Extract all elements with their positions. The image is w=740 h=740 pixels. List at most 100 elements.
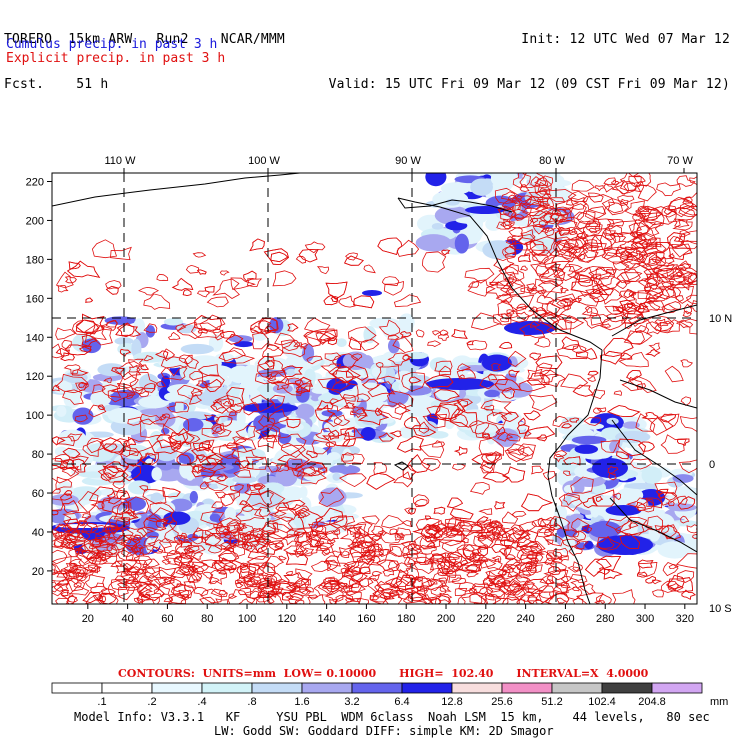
explicit-contour	[624, 200, 652, 218]
latitude-label: 0	[709, 459, 715, 471]
explicit-contour	[319, 542, 334, 555]
colorbar-label: 204.8	[638, 696, 666, 708]
explicit-contour	[460, 593, 487, 604]
explicit-contour	[402, 520, 413, 528]
explicit-contour	[678, 205, 697, 217]
explicit-contour	[645, 348, 661, 357]
explicit-contour	[84, 574, 106, 589]
explicit-contour	[488, 575, 506, 587]
explicit-contour	[542, 471, 556, 481]
y-tick-label: 140	[26, 332, 44, 344]
explicit-contour	[280, 339, 301, 352]
x-tick-label: 160	[357, 613, 375, 625]
explicit-contour	[572, 566, 581, 572]
explicit-contour	[409, 544, 421, 551]
explicit-contour	[332, 550, 343, 558]
explicit-contour	[192, 441, 211, 452]
border-east	[609, 497, 697, 553]
explicit-contour	[68, 531, 84, 541]
explicit-contour	[635, 184, 657, 202]
explicit-contour	[393, 471, 414, 488]
explicit-contour	[500, 191, 517, 201]
cumulus-cell	[622, 521, 638, 536]
explicit-contour	[331, 353, 359, 369]
explicit-contour	[185, 432, 201, 446]
explicit-contour	[190, 322, 224, 339]
explicit-contour	[439, 533, 463, 547]
explicit-contour	[278, 555, 287, 561]
explicit-contour	[195, 454, 206, 461]
explicit-contour	[501, 387, 516, 399]
explicit-contour	[318, 487, 345, 508]
explicit-contour	[188, 536, 204, 545]
explicit-contour	[529, 547, 543, 554]
explicit-contour	[350, 408, 368, 419]
explicit-contour	[637, 252, 658, 266]
x-tick-label: 40	[121, 613, 133, 625]
explicit-contour	[572, 384, 595, 397]
explicit-contour	[181, 566, 202, 584]
explicit-contour	[517, 446, 535, 457]
explicit-contour	[216, 415, 233, 427]
explicit-contour	[62, 499, 80, 514]
explicit-contour	[81, 522, 98, 535]
explicit-contour	[298, 249, 319, 263]
y-tick-label: 60	[32, 488, 44, 500]
explicit-contour	[561, 242, 582, 254]
explicit-contour	[340, 453, 365, 464]
explicit-contour	[458, 582, 477, 592]
explicit-contour	[71, 458, 87, 473]
cumulus-cell	[428, 431, 449, 439]
run-title: TORERO 15km ARW Run2 NCAR/MMM	[4, 32, 285, 47]
explicit-contour	[412, 428, 437, 437]
explicit-contour	[203, 414, 220, 422]
explicit-contour	[205, 453, 224, 465]
cumulus-cell	[363, 389, 382, 400]
explicit-contour	[503, 539, 521, 549]
explicit-contour	[169, 519, 177, 530]
cumulus-cell	[615, 430, 651, 444]
explicit-contour	[556, 343, 589, 360]
explicit-contour	[631, 232, 658, 248]
explicit-contour	[660, 580, 679, 593]
explicit-contour	[547, 522, 563, 531]
explicit-contour	[552, 584, 569, 594]
explicit-contour	[451, 577, 467, 584]
explicit-contour	[226, 386, 245, 407]
cumulus-cell	[54, 446, 68, 457]
explicit-contour	[570, 276, 604, 298]
explicit-contour	[501, 563, 515, 574]
explicit-contour	[255, 596, 275, 604]
explicit-contour	[609, 232, 627, 244]
explicit-contour	[241, 533, 261, 547]
explicit-contour	[173, 555, 196, 569]
explicit-contour	[125, 550, 142, 562]
explicit-contour	[485, 586, 506, 598]
explicit-contour	[676, 495, 688, 505]
explicit-contour	[449, 508, 474, 520]
explicit-contour	[514, 214, 525, 221]
explicit-contour	[521, 201, 550, 217]
explicit-contour	[52, 510, 59, 516]
explicit-contour	[668, 272, 697, 291]
explicit-contour	[288, 504, 310, 517]
explicit-contour	[679, 318, 697, 335]
explicit-contour	[629, 375, 657, 394]
explicit-contour	[182, 289, 192, 297]
border-andes	[611, 419, 697, 496]
explicit-contour	[282, 499, 306, 511]
explicit-contour	[596, 535, 615, 549]
explicit-contour	[215, 598, 230, 604]
explicit-contour	[512, 582, 522, 588]
explicit-contour	[518, 560, 539, 574]
x-tick-label: 140	[317, 613, 335, 625]
explicit-contour	[571, 196, 588, 210]
coast-mexico	[52, 173, 301, 207]
explicit-contour	[52, 488, 61, 494]
explicit-contour	[232, 438, 257, 452]
explicit-contour	[563, 492, 580, 506]
explicit-contour	[607, 405, 641, 418]
explicit-contour	[480, 559, 497, 569]
explicit-contour	[424, 374, 454, 389]
explicit-contour	[160, 365, 188, 381]
